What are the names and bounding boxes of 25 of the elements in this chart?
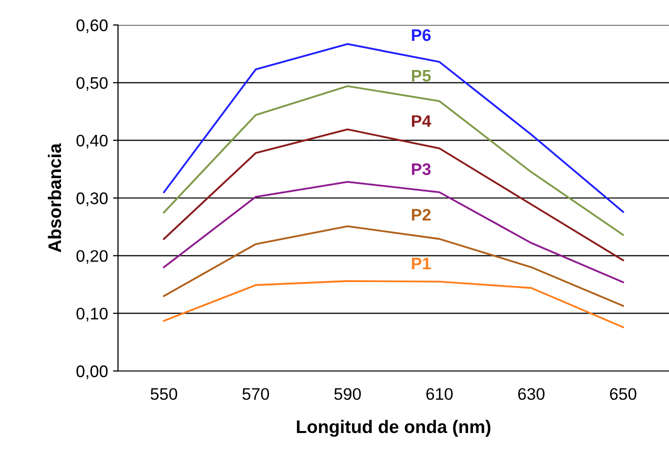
line-series xyxy=(163,85,624,236)
y-tick-label: 0,60 xyxy=(76,19,108,34)
x-tick-label: 650 xyxy=(610,388,636,400)
x-tick-label: 610 xyxy=(426,388,453,400)
line-series xyxy=(163,225,624,307)
line-series xyxy=(163,280,624,328)
x-tick-label: 570 xyxy=(242,388,270,400)
x-axis-title: Longitud de onda (nm) xyxy=(296,420,490,437)
series-label: P4 xyxy=(412,115,432,127)
series-label: P2 xyxy=(412,208,431,220)
y-tick-label: 0,20 xyxy=(76,250,108,264)
y-tick-label: 0,00 xyxy=(76,365,108,380)
line-series xyxy=(163,180,624,284)
series-label: P6 xyxy=(412,29,431,42)
y-tick-label: 0,50 xyxy=(76,77,108,91)
series-label: P5 xyxy=(412,70,431,82)
x-tick-label: 630 xyxy=(518,388,545,400)
x-tick-label: 550 xyxy=(150,388,178,400)
y-tick-label: 0,30 xyxy=(76,192,108,206)
series-label: P1 xyxy=(412,258,431,270)
y-tick-label: 0,40 xyxy=(76,134,108,149)
y-axis-title: Absorbancia xyxy=(48,143,62,252)
x-tick-label: 590 xyxy=(334,388,361,400)
series-label: P3 xyxy=(412,163,431,176)
y-tick-label: 0,10 xyxy=(76,308,108,322)
